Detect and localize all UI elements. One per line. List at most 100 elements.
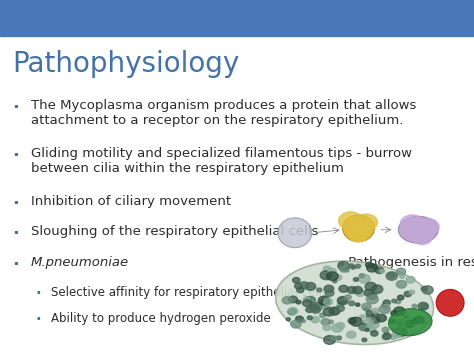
- Circle shape: [409, 290, 415, 294]
- Circle shape: [328, 268, 336, 274]
- Circle shape: [356, 214, 377, 230]
- Circle shape: [360, 315, 365, 318]
- Circle shape: [348, 301, 355, 306]
- Circle shape: [372, 264, 377, 269]
- Circle shape: [335, 275, 342, 280]
- Circle shape: [306, 307, 313, 312]
- Circle shape: [368, 293, 377, 300]
- Circle shape: [366, 311, 374, 316]
- Circle shape: [383, 304, 390, 310]
- Circle shape: [366, 295, 378, 304]
- Circle shape: [396, 268, 406, 275]
- Circle shape: [406, 276, 415, 283]
- Circle shape: [337, 296, 348, 305]
- Text: Pathophysiology: Pathophysiology: [12, 50, 239, 78]
- Circle shape: [371, 331, 378, 336]
- Circle shape: [297, 287, 304, 293]
- Circle shape: [359, 324, 368, 331]
- Circle shape: [286, 318, 291, 321]
- Circle shape: [311, 317, 319, 323]
- Circle shape: [390, 335, 396, 339]
- Circle shape: [294, 283, 303, 289]
- Circle shape: [356, 264, 361, 268]
- Circle shape: [382, 335, 389, 340]
- Circle shape: [339, 285, 348, 292]
- Circle shape: [395, 300, 401, 304]
- Circle shape: [305, 283, 316, 290]
- Circle shape: [337, 262, 349, 270]
- Circle shape: [358, 274, 370, 283]
- Text: ·: ·: [36, 312, 41, 327]
- Circle shape: [336, 336, 341, 340]
- Circle shape: [366, 315, 370, 318]
- Circle shape: [349, 264, 354, 268]
- Circle shape: [392, 299, 396, 303]
- Circle shape: [362, 338, 367, 342]
- Circle shape: [392, 331, 401, 338]
- Text: M.pneumoniae: M.pneumoniae: [31, 256, 129, 269]
- Text: Selective affinity for respiratory epithelial cells: Selective affinity for respiratory epith…: [51, 286, 328, 299]
- Circle shape: [343, 301, 347, 304]
- Circle shape: [421, 304, 428, 310]
- Circle shape: [301, 320, 305, 323]
- Ellipse shape: [275, 261, 434, 344]
- Circle shape: [320, 299, 329, 306]
- Circle shape: [307, 297, 315, 303]
- Circle shape: [354, 278, 358, 281]
- Circle shape: [331, 336, 337, 340]
- Circle shape: [418, 302, 428, 310]
- Circle shape: [336, 322, 345, 329]
- Circle shape: [332, 324, 343, 332]
- Text: ·: ·: [12, 256, 19, 274]
- Circle shape: [401, 215, 424, 233]
- Circle shape: [311, 302, 322, 311]
- Circle shape: [384, 332, 389, 335]
- Circle shape: [365, 328, 369, 332]
- Circle shape: [382, 327, 389, 332]
- Circle shape: [338, 212, 363, 230]
- Circle shape: [375, 267, 383, 274]
- Circle shape: [367, 320, 379, 328]
- Circle shape: [300, 282, 309, 289]
- Circle shape: [361, 323, 365, 326]
- Circle shape: [390, 320, 395, 323]
- Circle shape: [324, 335, 336, 344]
- Circle shape: [367, 264, 378, 272]
- Circle shape: [291, 320, 301, 328]
- Text: Gliding motility and specialized filamentous tips - burrow
between cilia within : Gliding motility and specialized filamen…: [31, 147, 412, 175]
- Circle shape: [351, 266, 356, 269]
- Circle shape: [391, 311, 398, 316]
- Circle shape: [329, 307, 340, 315]
- Circle shape: [317, 288, 322, 292]
- Circle shape: [369, 327, 376, 332]
- Ellipse shape: [398, 216, 438, 243]
- Circle shape: [323, 307, 334, 316]
- Circle shape: [347, 286, 356, 294]
- Circle shape: [296, 300, 301, 304]
- Circle shape: [362, 303, 371, 310]
- Text: Inhibition of ciliary movement: Inhibition of ciliary movement: [31, 195, 231, 208]
- Text: ·: ·: [12, 195, 19, 213]
- Circle shape: [305, 297, 311, 301]
- Circle shape: [327, 272, 338, 280]
- Circle shape: [318, 296, 330, 305]
- Circle shape: [288, 308, 296, 315]
- Circle shape: [372, 308, 379, 313]
- Circle shape: [396, 280, 407, 288]
- Circle shape: [319, 313, 325, 317]
- Circle shape: [302, 300, 311, 307]
- Circle shape: [340, 268, 346, 272]
- Circle shape: [419, 319, 425, 324]
- Ellipse shape: [343, 215, 374, 242]
- Circle shape: [292, 278, 300, 283]
- Circle shape: [372, 285, 383, 294]
- Circle shape: [382, 303, 388, 307]
- Circle shape: [288, 307, 298, 315]
- Circle shape: [283, 297, 292, 304]
- Circle shape: [396, 320, 406, 327]
- Circle shape: [365, 262, 373, 268]
- Circle shape: [336, 305, 345, 311]
- Circle shape: [412, 318, 419, 324]
- Circle shape: [311, 306, 320, 313]
- Circle shape: [348, 227, 368, 242]
